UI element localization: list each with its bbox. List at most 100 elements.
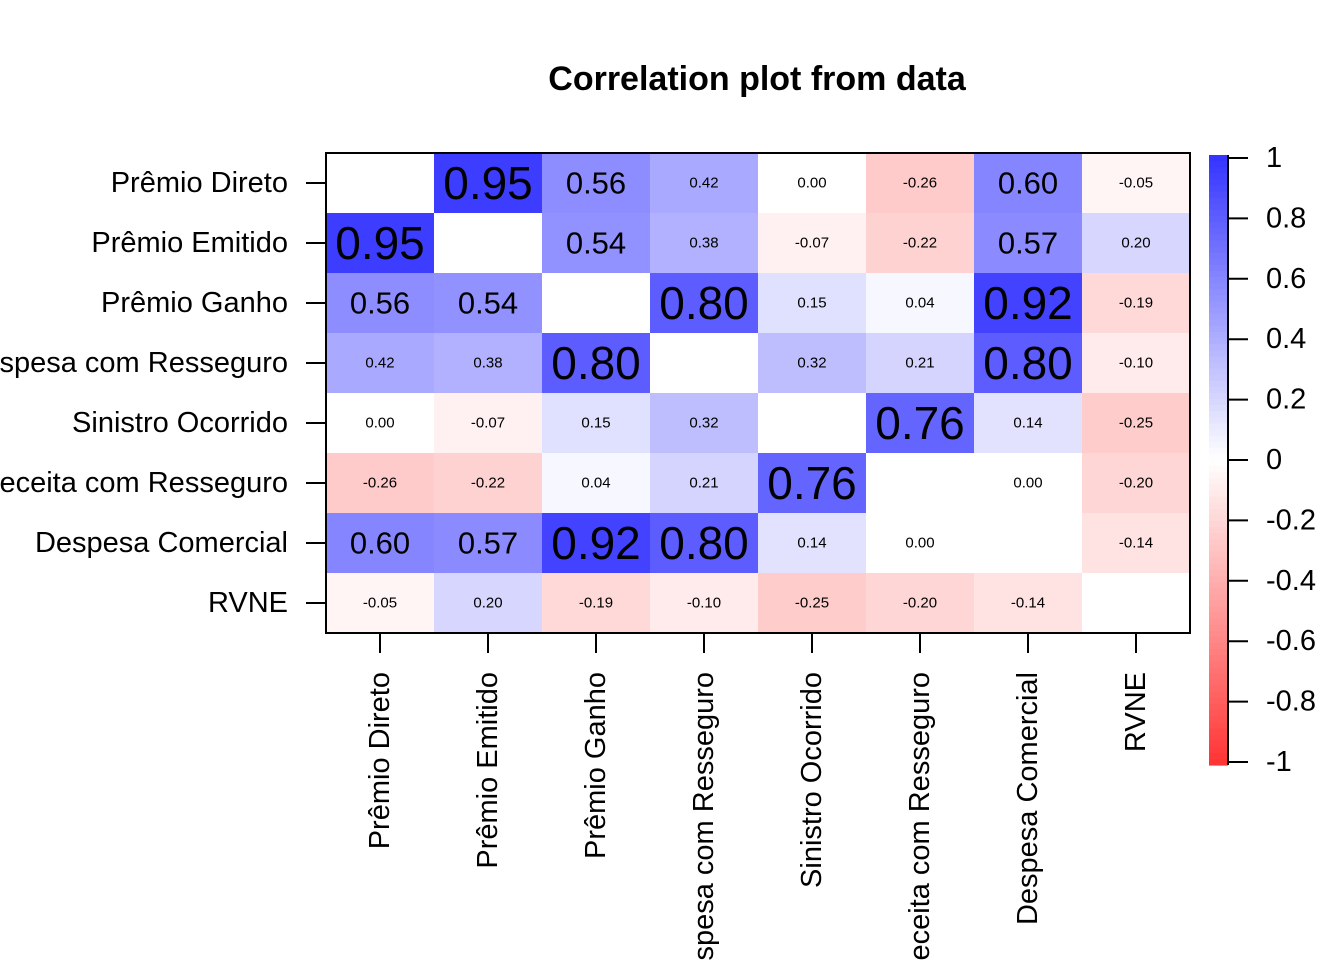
- legend-color-band: [1209, 734, 1228, 742]
- cell-value-label: 0.15: [581, 415, 610, 432]
- legend-tick-label: 0: [1266, 444, 1282, 476]
- cell-value-label: 0.42: [689, 175, 718, 192]
- heatmap-cell: [434, 333, 542, 393]
- heatmap-cell: [758, 153, 866, 213]
- legend-color-band: [1209, 173, 1228, 180]
- cell-value-label: 0.80: [659, 277, 749, 329]
- heatmap-cell: [758, 213, 866, 273]
- legend-color-band: [1209, 673, 1228, 681]
- legend-color-band: [1209, 252, 1228, 260]
- legend-color-band: [1209, 588, 1228, 595]
- cell-value-label: -0.20: [1119, 475, 1153, 492]
- legend-color-band: [1209, 490, 1228, 498]
- cell-value-label: 0.32: [797, 355, 826, 372]
- heatmap-cell: [542, 453, 650, 513]
- legend-color-band: [1209, 716, 1228, 723]
- legend-color-band: [1209, 246, 1228, 254]
- legend-color-band: [1209, 502, 1228, 510]
- heatmap-cell: [758, 513, 866, 573]
- cell-value-label: 0.60: [350, 526, 410, 561]
- legend-color-band: [1209, 453, 1228, 461]
- heatmap-cell: [650, 153, 758, 213]
- y-tick-label: Prêmio Emitido: [91, 227, 288, 259]
- heatmap-cell: [974, 453, 1082, 513]
- cell-value-label: 0.21: [905, 355, 934, 372]
- cell-value-label: -0.07: [471, 415, 505, 432]
- heatmap-cell: [866, 453, 974, 513]
- legend-color-band: [1209, 405, 1228, 412]
- legend-tick-label: 0.6: [1266, 263, 1306, 295]
- legend-color-band: [1209, 710, 1228, 717]
- legend-color-band: [1209, 307, 1228, 315]
- legend-color-band: [1209, 752, 1228, 760]
- cell-value-label: 0.95: [335, 217, 425, 269]
- x-axis: Prêmio Direto Prêmio Emitido Prêmio Ganho D…: [364, 633, 1152, 960]
- x-tick-label: Prêmio Ganho: [580, 672, 612, 859]
- legend-color-band: [1209, 270, 1228, 278]
- heatmap-cell: [1082, 273, 1190, 333]
- cell-value-label: 0.54: [458, 286, 518, 321]
- legend-color-band: [1209, 435, 1228, 443]
- cell-value-label: -0.14: [1119, 535, 1153, 552]
- cell-value-label: 0.38: [473, 355, 502, 372]
- cell-value-label: 0.56: [350, 286, 410, 321]
- legend-color-band: [1209, 264, 1228, 272]
- legend-color-band: [1209, 203, 1228, 211]
- heatmap-cell: [866, 393, 974, 453]
- cell-value-label: -0.19: [1119, 295, 1153, 312]
- legend-color-band: [1209, 362, 1228, 370]
- legend-color-band: [1209, 417, 1228, 424]
- heatmap-cell: [650, 393, 758, 453]
- heatmap-cell: [650, 273, 758, 333]
- heatmap-cell: [434, 273, 542, 333]
- cell-value-label: 0.04: [581, 475, 610, 492]
- heatmap-cell: [974, 273, 1082, 333]
- heatmap-cell: [650, 513, 758, 573]
- legend-color-band: [1209, 667, 1228, 675]
- cell-value-label: -0.25: [1119, 415, 1153, 432]
- heatmap-cell: [542, 273, 650, 333]
- legend-color-band: [1209, 594, 1228, 601]
- legend-color-band: [1209, 521, 1228, 528]
- heatmap-cell: [974, 333, 1082, 393]
- heatmap-cell: [326, 213, 434, 273]
- heatmap-cell: [1082, 213, 1190, 273]
- legend-color-band: [1209, 234, 1228, 241]
- heatmap-cell: [434, 573, 542, 633]
- heatmap-cell: [758, 273, 866, 333]
- heatmap-cell: [974, 573, 1082, 633]
- heatmap-cell: [434, 153, 542, 213]
- legend-color-band: [1209, 216, 1228, 223]
- legend-color-band: [1209, 399, 1228, 406]
- heatmap-cell: [326, 153, 434, 213]
- legend-color-band: [1209, 551, 1228, 559]
- heatmap-cell: [866, 333, 974, 393]
- cell-value-label: 0.92: [983, 277, 1073, 329]
- heatmap-cell: [1082, 513, 1190, 573]
- cell-value-label: -0.14: [1011, 595, 1045, 612]
- legend-color-band: [1209, 661, 1228, 668]
- legend-color-band: [1209, 429, 1228, 437]
- legend-color-band: [1209, 301, 1228, 309]
- cell-value-label: 0.00: [905, 535, 934, 552]
- heatmap-cell: [542, 153, 650, 213]
- y-tick-label: Prêmio Direto: [111, 167, 288, 199]
- legend-color-band: [1209, 447, 1228, 455]
- legend-color-band: [1209, 728, 1228, 736]
- heatmap-cell: [542, 333, 650, 393]
- x-tick-label: Prêmio Direto: [364, 672, 396, 849]
- legend-color-band: [1209, 600, 1228, 607]
- legend-color-band: [1209, 508, 1228, 516]
- heatmap-cell: [434, 453, 542, 513]
- legend-color-band: [1209, 545, 1228, 553]
- heatmap-cell: [1082, 333, 1190, 393]
- legend-color-band: [1209, 624, 1228, 632]
- y-tick-label: Prêmio Ganho: [101, 287, 288, 319]
- cell-value-label: 0.38: [689, 235, 718, 252]
- legend-color-band: [1209, 636, 1228, 644]
- legend-color-band: [1209, 313, 1228, 321]
- legend-color-band: [1209, 478, 1228, 485]
- heatmap-cell: [326, 573, 434, 633]
- x-tick-label: Receita com Resseguro: [904, 672, 936, 960]
- legend-color-band: [1209, 722, 1228, 729]
